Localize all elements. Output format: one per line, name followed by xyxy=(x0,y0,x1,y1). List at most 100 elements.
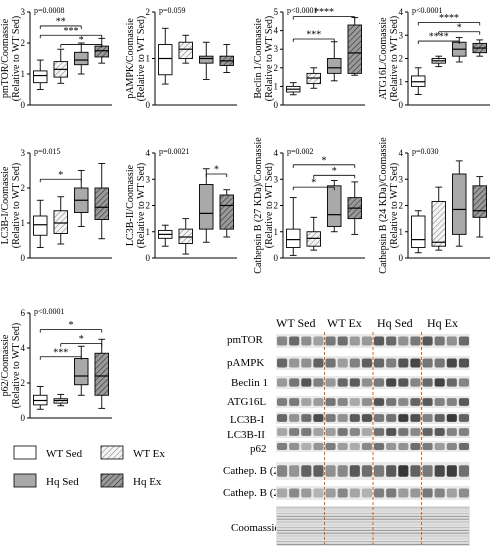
blot-band xyxy=(410,488,421,498)
blot-band xyxy=(277,398,288,406)
significance-stars: * xyxy=(58,170,63,181)
box-hq-ex xyxy=(472,176,487,238)
blot-band xyxy=(301,488,312,498)
significance-stars: * xyxy=(214,165,219,176)
blot-band xyxy=(422,358,433,368)
box-iqr xyxy=(94,352,109,396)
blot-band xyxy=(422,488,433,498)
box-hq-sed xyxy=(199,168,214,243)
blot-row-label-p62: p62 xyxy=(250,443,267,455)
blot-band xyxy=(386,414,397,422)
panel-p62: 0 2 4 6 p62/Coomassie (Relative to WT Sed) p<0… xyxy=(0,307,112,423)
blot-band xyxy=(410,428,421,436)
blot-band xyxy=(361,465,372,477)
blot-row-label-coomassie: Coomassie xyxy=(231,522,279,534)
legend-swatch-hq-ex xyxy=(100,473,124,488)
blot-band xyxy=(446,428,457,436)
blot-band xyxy=(374,378,385,387)
blot-band xyxy=(325,414,336,422)
blot-band xyxy=(458,398,469,406)
significance-stars: * xyxy=(332,166,337,177)
blot-band xyxy=(374,488,385,498)
blot-band xyxy=(313,428,324,436)
blot-band xyxy=(313,398,324,406)
blot-band xyxy=(386,428,397,436)
y-tick-label: 3 xyxy=(399,174,404,184)
blot-band xyxy=(349,428,360,436)
box-wt-ex xyxy=(178,218,193,255)
blot-band xyxy=(458,358,469,368)
blot-band xyxy=(398,488,409,498)
blot-band xyxy=(410,442,421,451)
blot-band xyxy=(422,398,433,406)
box-iqr xyxy=(178,228,193,245)
box-iqr xyxy=(327,185,342,227)
box-hq-sed xyxy=(452,37,467,63)
blot-band xyxy=(446,398,457,406)
box-iqr xyxy=(94,45,109,58)
box-iqr xyxy=(286,228,301,248)
panel-cathepsin-b-24-kda: 0 1 2 3 4 Cathepsin B (24 KDa)/Coomassie (Rela… xyxy=(378,137,490,274)
blot-band xyxy=(277,442,288,451)
blot-row-label-lc3b-ii: LC3B-II xyxy=(227,429,265,441)
significance-stars: **** xyxy=(439,13,459,24)
blot-band xyxy=(361,414,372,422)
significance-stars: * xyxy=(79,35,84,46)
blot-band xyxy=(398,428,409,436)
blot-band xyxy=(386,442,397,451)
blot-band xyxy=(458,378,469,387)
box-wt-sed xyxy=(158,27,173,85)
blot-band xyxy=(361,358,372,368)
blot-band xyxy=(422,378,433,387)
significance-stars: * xyxy=(457,22,462,33)
blot-band xyxy=(458,414,469,422)
y-tick-label: 1 xyxy=(274,81,279,91)
blot-band xyxy=(374,358,385,368)
significance-stars: *** xyxy=(53,347,68,358)
blot-band xyxy=(313,378,324,387)
blot-band xyxy=(277,378,288,387)
panel-lc3b-ii: 0 1 2 3 4 LC3B-II/Coomassie (Relative to WT Se… xyxy=(125,147,237,263)
y-axis-label: Beclin 1/Coomassie xyxy=(253,18,264,99)
blot-band xyxy=(458,465,469,477)
blot-column-wt-sed: WT Sed xyxy=(276,316,315,330)
blot-band xyxy=(337,336,348,346)
y-tick-label: 0 xyxy=(21,253,26,263)
box-wt-ex xyxy=(178,34,193,64)
box-hq-sed xyxy=(452,160,467,247)
blot-band xyxy=(374,428,385,436)
blot-band xyxy=(446,378,457,387)
blot-band xyxy=(313,488,324,498)
box-iqr xyxy=(327,58,342,74)
box-wt-sed xyxy=(286,197,301,256)
y-tick-label: 2 xyxy=(21,38,26,48)
box-iqr xyxy=(33,215,48,236)
blot-band xyxy=(361,442,372,451)
blot-band xyxy=(277,414,288,422)
box-wt-ex xyxy=(306,67,321,89)
y-tick-label: 3 xyxy=(399,30,404,40)
y-tick-label: 2 xyxy=(146,7,151,17)
blot-band xyxy=(458,442,469,451)
y-tick-label: 1 xyxy=(274,227,279,237)
blot-band xyxy=(277,336,288,346)
p-value-label: p<0.0001 xyxy=(287,6,318,15)
box-wt-sed xyxy=(286,82,301,96)
blot-band xyxy=(349,414,360,422)
blot-band xyxy=(301,465,312,477)
blot-band xyxy=(434,442,445,451)
legend-label-wt-sed: WT Sed xyxy=(46,448,83,460)
y-tick-label: 2 xyxy=(21,183,26,193)
blot-band xyxy=(277,465,288,477)
blot-band xyxy=(422,336,433,346)
blot-band xyxy=(349,488,360,498)
box-hq-ex xyxy=(94,163,109,240)
western-blot: WT Sed WT Ex Hq Sed Hq Ex pmTOR pAMPK Be… xyxy=(223,316,470,546)
box-iqr xyxy=(74,358,89,386)
blot-band xyxy=(386,488,397,498)
y-axis-label: (Relative to WT Sed) xyxy=(389,163,400,248)
blot-column-wt-ex: WT Ex xyxy=(327,316,362,330)
y-tick-label: 1 xyxy=(21,69,26,79)
panel-pmtor: 0 1 2 3 pmTOR/Coomassie (Relative to WT Sed) p… xyxy=(0,6,112,110)
